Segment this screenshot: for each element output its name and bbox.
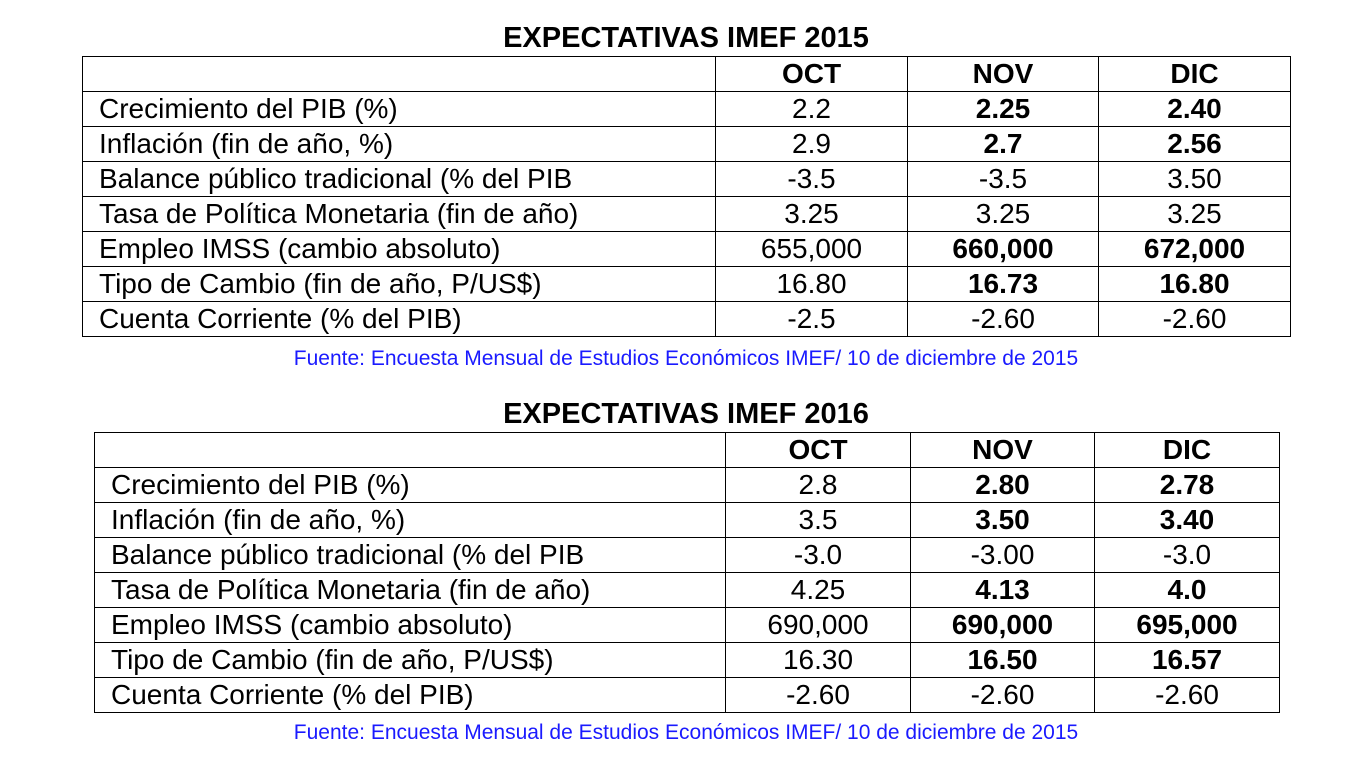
row-label: Cuenta Corriente (% del PIB) bbox=[82, 301, 716, 337]
value-cell-dic: 16.80 bbox=[1098, 266, 1291, 302]
value-cell-oct: 4.25 bbox=[725, 572, 911, 608]
value-cell-oct: 3.5 bbox=[725, 502, 911, 538]
value-cell-nov: 3.50 bbox=[910, 502, 1095, 538]
row-label: Crecimiento del PIB (%) bbox=[94, 467, 726, 503]
value-cell-dic: 16.57 bbox=[1094, 642, 1280, 678]
source-note-2016: Fuente: Encuesta Mensual de Estudios Eco… bbox=[293, 721, 1079, 744]
column-header-dic: DIC bbox=[1098, 56, 1291, 92]
value-cell-oct: 2.2 bbox=[715, 91, 908, 127]
value-cell-oct: -2.60 bbox=[725, 677, 911, 713]
expectations-table-2015: OCT NOV DIC Crecimiento del PIB (%) 2.2 2.25 2… bbox=[82, 56, 1291, 337]
row-label: Balance público tradicional (% del PIB bbox=[82, 161, 716, 197]
value-cell-dic: 2.56 bbox=[1098, 126, 1291, 162]
value-cell-dic: 672,000 bbox=[1098, 231, 1291, 267]
column-header-nov: NOV bbox=[910, 432, 1095, 468]
value-cell-nov: 4.13 bbox=[910, 572, 1095, 608]
table-row: Cuenta Corriente (% del PIB) -2.5 -2.60 -2.… bbox=[82, 301, 1291, 337]
value-cell-dic: 2.78 bbox=[1094, 467, 1280, 503]
row-label: Empleo IMSS (cambio absoluto) bbox=[94, 607, 726, 643]
value-cell-dic: 695,000 bbox=[1094, 607, 1280, 643]
header-row: OCT NOV DIC bbox=[82, 56, 1291, 92]
value-cell-oct: 16.80 bbox=[715, 266, 908, 302]
value-cell-dic: -3.0 bbox=[1094, 537, 1280, 573]
value-cell-oct: -3.0 bbox=[725, 537, 911, 573]
value-cell-dic: -2.60 bbox=[1094, 677, 1280, 713]
value-cell-dic: 3.25 bbox=[1098, 196, 1291, 232]
value-cell-oct: -2.5 bbox=[715, 301, 908, 337]
header-corner-cell bbox=[82, 56, 716, 92]
table-row: Balance público tradicional (% del PIB -3… bbox=[94, 537, 1280, 573]
table-row: Tasa de Política Monetaria (fin de año) 4… bbox=[94, 572, 1280, 608]
table-title-2016: EXPECTATIVAS IMEF 2016 bbox=[503, 398, 869, 430]
row-label: Empleo IMSS (cambio absoluto) bbox=[82, 231, 716, 267]
value-cell-nov: -2.60 bbox=[910, 677, 1095, 713]
table-row: Empleo IMSS (cambio absoluto) 655,000 660,… bbox=[82, 231, 1291, 267]
value-cell-dic: 3.50 bbox=[1098, 161, 1291, 197]
value-cell-oct: 2.8 bbox=[725, 467, 911, 503]
column-header-oct: OCT bbox=[715, 56, 908, 92]
table-row: Tipo de Cambio (fin de año, P/US$) 16.80 1… bbox=[82, 266, 1291, 302]
value-cell-nov: 3.25 bbox=[907, 196, 1099, 232]
source-note-2015: Fuente: Encuesta Mensual de Estudios Eco… bbox=[293, 347, 1079, 370]
table-row: Empleo IMSS (cambio absoluto) 690,000 690,… bbox=[94, 607, 1280, 643]
value-cell-nov: 16.73 bbox=[907, 266, 1099, 302]
value-cell-oct: 2.9 bbox=[715, 126, 908, 162]
table-row: Crecimiento del PIB (%) 2.2 2.25 2.40 bbox=[82, 91, 1291, 127]
column-header-oct: OCT bbox=[725, 432, 911, 468]
row-label: Tasa de Política Monetaria (fin de año) bbox=[94, 572, 726, 608]
row-label: Cuenta Corriente (% del PIB) bbox=[94, 677, 726, 713]
value-cell-nov: 2.80 bbox=[910, 467, 1095, 503]
table-row: Balance público tradicional (% del PIB -3… bbox=[82, 161, 1291, 197]
value-cell-nov: 16.50 bbox=[910, 642, 1095, 678]
column-header-dic: DIC bbox=[1094, 432, 1280, 468]
value-cell-dic: 4.0 bbox=[1094, 572, 1280, 608]
header-row: OCT NOV DIC bbox=[94, 432, 1280, 468]
row-label: Inflación (fin de año, %) bbox=[94, 502, 726, 538]
row-label: Inflación (fin de año, %) bbox=[82, 126, 716, 162]
value-cell-nov: 660,000 bbox=[907, 231, 1099, 267]
value-cell-oct: 3.25 bbox=[715, 196, 908, 232]
table-row: Inflación (fin de año, %) 2.9 2.7 2.56 bbox=[82, 126, 1291, 162]
value-cell-dic: 3.40 bbox=[1094, 502, 1280, 538]
value-cell-nov: 2.7 bbox=[907, 126, 1099, 162]
table-row: Tipo de Cambio (fin de año, P/US$) 16.30 1… bbox=[94, 642, 1280, 678]
table-row: Tasa de Política Monetaria (fin de año) 3… bbox=[82, 196, 1291, 232]
column-header-nov: NOV bbox=[907, 56, 1099, 92]
row-label: Tipo de Cambio (fin de año, P/US$) bbox=[82, 266, 716, 302]
value-cell-oct: -3.5 bbox=[715, 161, 908, 197]
value-cell-nov: 2.25 bbox=[907, 91, 1099, 127]
value-cell-nov: -3.00 bbox=[910, 537, 1095, 573]
table-title-2015: EXPECTATIVAS IMEF 2015 bbox=[503, 22, 869, 54]
value-cell-nov: 690,000 bbox=[910, 607, 1095, 643]
value-cell-oct: 655,000 bbox=[715, 231, 908, 267]
row-label: Balance público tradicional (% del PIB bbox=[94, 537, 726, 573]
value-cell-nov: -3.5 bbox=[907, 161, 1099, 197]
value-cell-nov: -2.60 bbox=[907, 301, 1099, 337]
table-row: Inflación (fin de año, %) 3.5 3.50 3.40 bbox=[94, 502, 1280, 538]
table-row: Crecimiento del PIB (%) 2.8 2.80 2.78 bbox=[94, 467, 1280, 503]
header-corner-cell bbox=[94, 432, 726, 468]
row-label: Tipo de Cambio (fin de año, P/US$) bbox=[94, 642, 726, 678]
value-cell-dic: -2.60 bbox=[1098, 301, 1291, 337]
expectations-table-2016: OCT NOV DIC Crecimiento del PIB (%) 2.8 2.80 2… bbox=[94, 432, 1280, 713]
table-row: Cuenta Corriente (% del PIB) -2.60 -2.60 -2… bbox=[94, 677, 1280, 713]
value-cell-dic: 2.40 bbox=[1098, 91, 1291, 127]
row-label: Crecimiento del PIB (%) bbox=[82, 91, 716, 127]
row-label: Tasa de Política Monetaria (fin de año) bbox=[82, 196, 716, 232]
value-cell-oct: 690,000 bbox=[725, 607, 911, 643]
value-cell-oct: 16.30 bbox=[725, 642, 911, 678]
